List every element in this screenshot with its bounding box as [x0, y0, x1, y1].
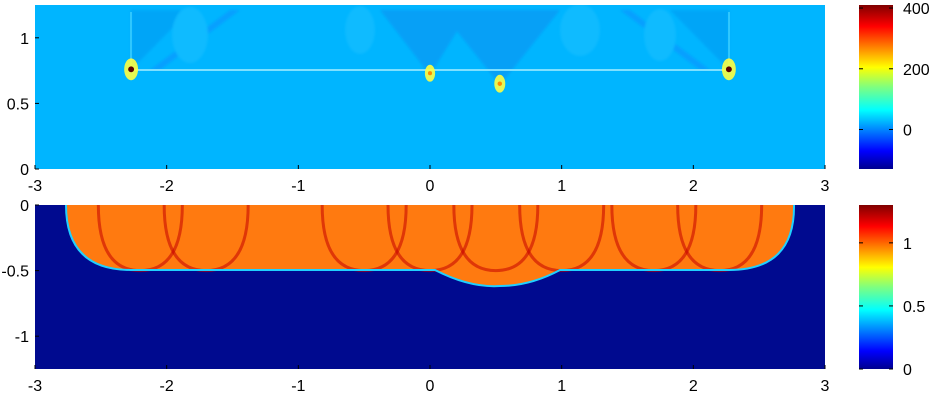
top-colorbar-tick-label: 0	[903, 123, 912, 140]
top-wave-cone-center	[380, 10, 470, 75]
top-wave-bubble-b	[345, 6, 375, 54]
top-colorbar-tick-label: 400	[903, 1, 930, 18]
top-heatmap-plot	[35, 5, 825, 169]
bottom-colorbar-tick-label: 0	[903, 362, 912, 379]
top-colorbar-gradient	[859, 5, 893, 169]
bottom-x-tick-label: 1	[557, 378, 566, 395]
top-x-tick-label: 0	[426, 178, 435, 195]
bottom-colorbar: 00.51	[859, 205, 925, 379]
top-peaks	[124, 58, 736, 93]
top-y-tick-label: 0.5	[7, 96, 29, 113]
bottom-x-tick-label: -1	[291, 378, 305, 395]
bottom-y-tick-label: 0	[20, 198, 29, 215]
bottom-y-tick-label: -1	[15, 329, 29, 346]
bottom-y-tick-label: -0.5	[1, 264, 29, 281]
top-wave-bubble-d	[644, 9, 676, 61]
top-x-tick-label: -1	[291, 178, 305, 195]
bottom-x-tick-label: 0	[426, 378, 435, 395]
top-colorbar-ticks: 0 200 400	[859, 1, 930, 140]
bottom-arc-feature	[452, 205, 540, 273]
top-wave-cone-right	[670, 10, 729, 70]
bottom-colorbar-gradient	[859, 205, 893, 369]
bottom-x-tick-label: 3	[821, 378, 830, 395]
top-y-tick-label: 0	[20, 162, 29, 179]
bottom-colorbar-tick-label: 0.5	[903, 299, 925, 316]
top-peak-core	[497, 81, 503, 86]
top-x-tick-label: 2	[689, 178, 698, 195]
bottom-colorbar-tick-label: 1	[903, 236, 912, 253]
top-y-axis: 00.51	[7, 31, 39, 179]
bottom-heatmap-panel: -3 -2 -1 0 1 2 3 0 -0.5 -1	[1, 198, 829, 395]
bottom-x-tick-label: 2	[689, 378, 698, 395]
bottom-region-outline	[65, 205, 796, 288]
top-colorbar: 0 200 400	[859, 1, 930, 169]
bottom-x-axis: -3 -2 -1 0 1 2 3	[28, 365, 830, 395]
top-peak-core	[725, 66, 732, 73]
top-peak-core	[128, 66, 135, 73]
top-wave-bubble-c	[560, 5, 600, 56]
top-x-tick-label: 1	[557, 178, 566, 195]
top-x-tick-label: -2	[160, 178, 174, 195]
top-heatmap-panel: -3 -2 -1 0 1 2 3 00.51	[7, 5, 830, 195]
top-x-tick-label: 3	[821, 178, 830, 195]
top-wave-cone-center-right	[440, 10, 560, 85]
top-y-tick-label: 1	[20, 31, 29, 48]
top-peak-core	[427, 71, 433, 76]
top-colorbar-tick-label: 200	[903, 62, 930, 79]
top-x-tick-label: -3	[28, 178, 42, 195]
top-wave-bubble-a	[172, 7, 208, 63]
top-heatmap-shading	[131, 5, 729, 85]
bottom-colorbar-ticks: 00.51	[859, 236, 925, 379]
bottom-x-tick-label: -3	[28, 378, 42, 395]
bottom-heatmap-plot	[35, 205, 825, 369]
bottom-y-axis: 0 -0.5 -1	[1, 198, 39, 346]
top-x-axis: -3 -2 -1 0 1 2 3	[28, 165, 830, 195]
bottom-x-tick-label: -2	[160, 378, 174, 395]
